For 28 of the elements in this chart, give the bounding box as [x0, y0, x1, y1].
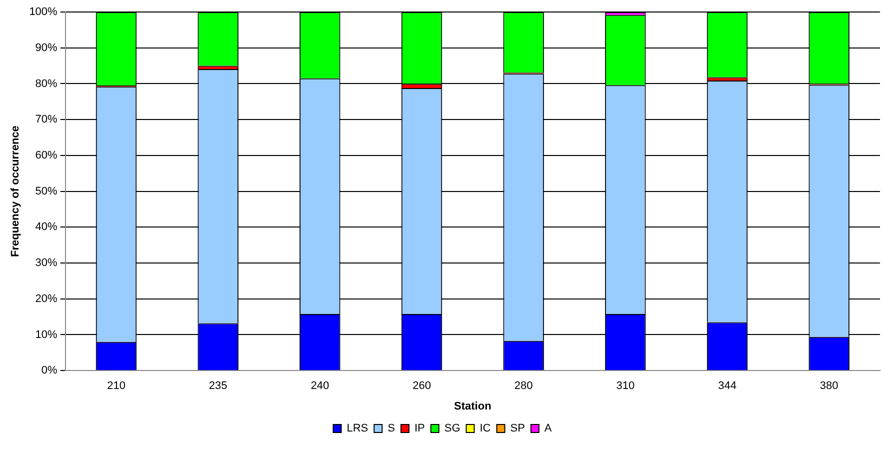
- legend-label: IC: [480, 422, 491, 435]
- y-tick-label: 50%: [35, 185, 58, 198]
- x-tick-label: 240: [310, 380, 330, 392]
- y-axis-title: Frequency of occurrence: [10, 126, 22, 258]
- y-tick-label: 100%: [29, 6, 58, 18]
- x-tick-label: 280: [514, 380, 533, 392]
- legend-label: A: [544, 422, 552, 435]
- y-tick-label: 20%: [35, 292, 58, 305]
- x-axis-title: Station: [454, 400, 492, 412]
- x-tick-label: 235: [208, 380, 228, 392]
- y-tick-label: 80%: [35, 78, 58, 90]
- legend-label: SP: [510, 422, 525, 435]
- legend-label: SG: [444, 422, 460, 435]
- x-tick-label: 344: [718, 380, 736, 392]
- legend-label: LRS: [346, 422, 368, 435]
- y-tick-label: 0%: [41, 364, 58, 377]
- x-tick-label: 310: [616, 380, 635, 392]
- y-tick-label: 40%: [35, 221, 58, 234]
- x-tick-label: 260: [412, 380, 431, 392]
- y-tick-label: 10%: [35, 328, 58, 341]
- y-tick-label: 30%: [35, 257, 58, 270]
- y-tick-label: 70%: [35, 114, 58, 126]
- x-tick-label: 210: [107, 380, 126, 392]
- y-tick-label: 90%: [35, 42, 58, 54]
- x-tick-label: 380: [820, 380, 838, 392]
- legend-label: S: [388, 422, 395, 435]
- y-tick-label: 60%: [35, 149, 58, 162]
- legend-label: IP: [414, 422, 425, 435]
